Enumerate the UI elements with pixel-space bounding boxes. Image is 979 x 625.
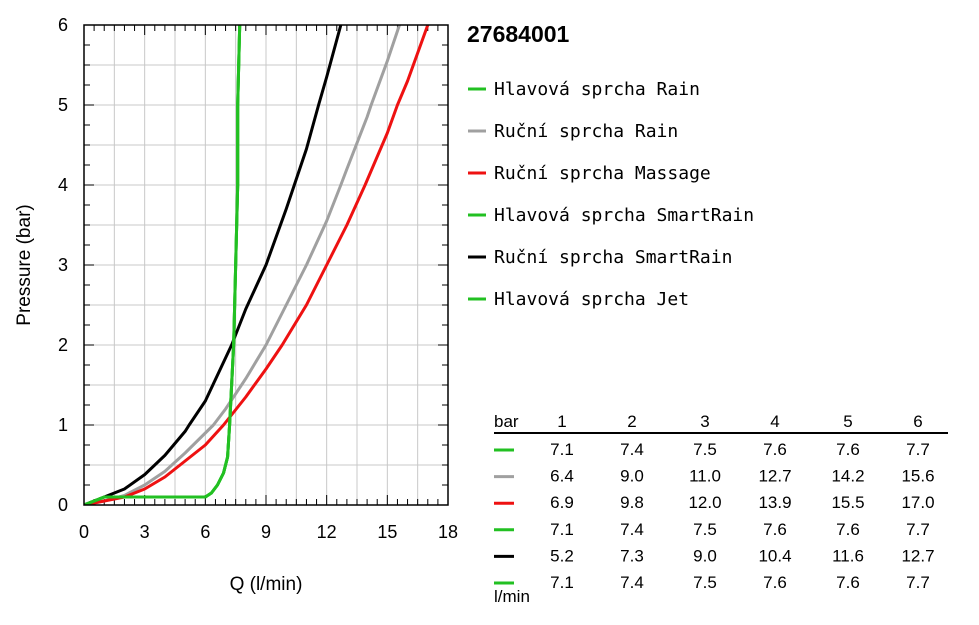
table-column-header: 1 bbox=[557, 412, 566, 431]
table-cell: 5.2 bbox=[550, 546, 574, 565]
table-footer-unit: l/min bbox=[494, 587, 530, 606]
legend-label: Ruční sprcha Rain bbox=[494, 121, 678, 142]
table-column-header: 3 bbox=[700, 412, 709, 431]
table-cell: 7.4 bbox=[620, 440, 644, 459]
table-cell: 12.0 bbox=[688, 493, 721, 512]
table-cell: 7.1 bbox=[550, 440, 574, 459]
x-tick-label: 12 bbox=[317, 522, 337, 542]
x-tick-label: 18 bbox=[438, 522, 458, 542]
table-cell: 9.0 bbox=[620, 467, 644, 486]
table-header-unit: bar bbox=[494, 412, 519, 431]
x-tick-label: 6 bbox=[200, 522, 210, 542]
legend: Hlavová sprcha Rain Ruční sprcha Rain Ručn… bbox=[468, 79, 754, 310]
y-axis-title: Pressure (bar) bbox=[14, 204, 35, 325]
table-cell: 7.6 bbox=[836, 440, 860, 459]
table-cell: 7.7 bbox=[906, 520, 930, 539]
table-cell: 7.6 bbox=[836, 573, 860, 592]
table-cell: 7.6 bbox=[763, 573, 787, 592]
y-tick-label: 3 bbox=[58, 255, 68, 275]
x-tick-label: 3 bbox=[140, 522, 150, 542]
table-column-header: 4 bbox=[770, 412, 779, 431]
y-tick-label: 0 bbox=[58, 495, 68, 515]
x-tick-label: 9 bbox=[261, 522, 271, 542]
table-cell: 13.9 bbox=[758, 493, 791, 512]
y-tick-label: 4 bbox=[58, 175, 68, 195]
legend-label: Hlavová sprcha Jet bbox=[494, 289, 689, 310]
series-line bbox=[84, 25, 430, 505]
series-line bbox=[84, 25, 343, 505]
series-line bbox=[84, 25, 242, 505]
table-cell: 9.8 bbox=[620, 493, 644, 512]
table-column-header: 2 bbox=[627, 412, 636, 431]
chart-title: 27684001 bbox=[467, 21, 570, 47]
table-cell: 6.4 bbox=[550, 467, 574, 486]
legend-label: Ruční sprcha Massage bbox=[494, 163, 711, 184]
table-cell: 14.2 bbox=[831, 467, 864, 486]
table-cell: 7.7 bbox=[906, 573, 930, 592]
y-tick-label: 6 bbox=[58, 15, 68, 35]
data-table: bar 1 2 3 4 5 6 7.1 7.4 7.5 7.6 7.6 7.7 6.4 9.0 11.0 12.… bbox=[494, 412, 948, 606]
table-column-header: 6 bbox=[913, 412, 922, 431]
legend-label: Hlavová sprcha SmartRain bbox=[494, 205, 754, 226]
x-tick-label: 15 bbox=[377, 522, 397, 542]
table-cell: 17.0 bbox=[901, 493, 934, 512]
legend-label: Ruční sprcha SmartRain bbox=[494, 247, 732, 268]
table-cell: 11.0 bbox=[689, 467, 721, 486]
series-line bbox=[84, 25, 401, 505]
table-cell: 12.7 bbox=[758, 467, 791, 486]
series-lines bbox=[84, 25, 430, 505]
table-cell: 7.3 bbox=[620, 546, 644, 565]
table-cell: 7.6 bbox=[763, 440, 787, 459]
table-cell: 15.6 bbox=[901, 467, 934, 486]
table-cell: 7.6 bbox=[763, 520, 787, 539]
table-cell: 7.1 bbox=[550, 573, 574, 592]
table-cell: 11.6 bbox=[832, 546, 864, 565]
table-cell: 7.5 bbox=[693, 573, 717, 592]
table-cell: 7.1 bbox=[550, 520, 574, 539]
table-cell: 7.5 bbox=[693, 520, 717, 539]
legend-label: Hlavová sprcha Rain bbox=[494, 79, 700, 100]
y-tick-label: 5 bbox=[58, 95, 68, 115]
table-cell: 7.4 bbox=[620, 573, 644, 592]
table-cell: 10.4 bbox=[758, 546, 791, 565]
table-cell: 6.9 bbox=[550, 493, 574, 512]
table-cell: 7.4 bbox=[620, 520, 644, 539]
table-cell: 12.7 bbox=[901, 546, 934, 565]
table-cell: 7.6 bbox=[836, 520, 860, 539]
x-tick-label: 0 bbox=[79, 522, 89, 542]
table-cell: 7.5 bbox=[693, 440, 717, 459]
table-cell: 7.7 bbox=[906, 440, 930, 459]
y-tick-label: 2 bbox=[58, 335, 68, 355]
table-column-header: 5 bbox=[843, 412, 852, 431]
x-axis-title: Q (l/min) bbox=[230, 574, 303, 595]
y-tick-label: 1 bbox=[58, 415, 68, 435]
table-cell: 9.0 bbox=[693, 546, 717, 565]
plot-frame bbox=[83, 24, 449, 506]
table-cell: 15.5 bbox=[831, 493, 864, 512]
